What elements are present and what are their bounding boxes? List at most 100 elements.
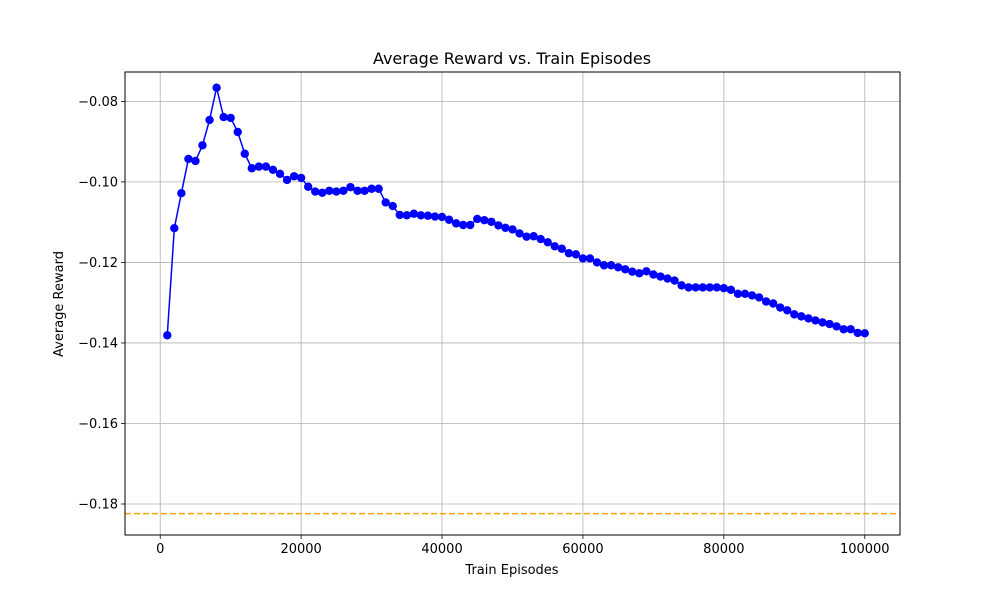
data-point <box>790 310 799 319</box>
data-point <box>649 270 658 279</box>
data-point <box>254 162 264 171</box>
data-point <box>529 232 538 241</box>
data-point <box>585 254 595 263</box>
data-point <box>564 248 574 258</box>
data-point <box>487 217 496 226</box>
data-point <box>705 283 714 292</box>
x-axis-label: Train Episodes <box>464 563 558 578</box>
data-point <box>311 187 320 196</box>
x-tick-label: 0 <box>156 542 164 557</box>
y-tick-label: −0.10 <box>78 175 118 190</box>
data-point <box>832 322 841 331</box>
x-tick-label: 100000 <box>840 542 890 557</box>
data-point <box>557 244 567 253</box>
data-point <box>339 186 348 195</box>
data-point <box>712 283 722 292</box>
data-point <box>423 211 433 220</box>
x-tick-label: 40000 <box>421 542 462 557</box>
data-point <box>289 172 299 181</box>
data-point <box>458 220 468 230</box>
data-point <box>416 211 426 220</box>
data-point <box>184 154 193 164</box>
y-tick-label: −0.14 <box>78 336 118 351</box>
data-point <box>515 229 524 238</box>
data-point <box>606 261 616 270</box>
data-point <box>783 306 792 315</box>
data-point <box>663 274 672 283</box>
data-point <box>395 210 404 220</box>
y-tick-label: −0.08 <box>78 95 118 110</box>
data-point <box>430 212 440 221</box>
data-point <box>684 283 693 292</box>
data-point <box>825 319 834 329</box>
data-point <box>860 329 869 338</box>
data-point <box>177 188 186 198</box>
data-point <box>536 234 545 244</box>
data-point <box>628 267 637 276</box>
data-point <box>198 141 207 150</box>
data-point <box>332 187 341 196</box>
data-point <box>613 263 623 272</box>
data-point <box>846 325 855 334</box>
data-point <box>733 289 743 299</box>
data-point <box>797 312 806 321</box>
data-point <box>360 186 369 195</box>
data-point <box>325 186 334 195</box>
y-tick-label: −0.12 <box>78 256 118 271</box>
data-point <box>226 113 235 123</box>
data-point <box>839 325 848 334</box>
data-point <box>268 165 278 175</box>
data-point <box>296 173 306 183</box>
data-point <box>543 238 552 247</box>
data-point <box>219 112 228 122</box>
data-point <box>578 254 588 263</box>
data-point <box>621 265 630 274</box>
data-point <box>191 156 200 166</box>
data-point <box>353 186 362 195</box>
data-point <box>437 212 447 222</box>
data-point <box>599 261 609 270</box>
data-point <box>642 267 651 276</box>
data-point <box>409 209 419 218</box>
data-point <box>747 291 757 300</box>
x-tick-label: 60000 <box>562 542 603 557</box>
data-point <box>282 175 292 185</box>
data-point <box>170 224 179 233</box>
data-point <box>261 162 271 171</box>
y-tick-label: −0.18 <box>78 497 118 512</box>
data-point <box>818 318 827 327</box>
data-point <box>691 283 700 292</box>
data-point <box>522 232 531 241</box>
data-point <box>550 242 559 251</box>
data-point <box>768 299 778 308</box>
data-point <box>444 215 454 224</box>
data-point <box>677 281 686 290</box>
data-point <box>761 297 771 306</box>
data-point <box>480 215 489 225</box>
data-point <box>212 83 221 92</box>
data-point <box>804 314 813 323</box>
grid-layer <box>125 72 900 535</box>
data-point <box>451 219 461 228</box>
y-axis-label: Average Reward <box>52 251 67 357</box>
data-point <box>466 220 475 230</box>
data-point <box>501 223 510 233</box>
chart-title: Average Reward vs. Train Episodes <box>373 49 651 68</box>
data-point <box>205 115 214 125</box>
data-point <box>656 272 665 281</box>
plot-frame <box>124 71 901 536</box>
x-axis-ticks: 0 20000 40000 60000 80000 100000 <box>156 535 890 557</box>
data-point <box>592 258 602 267</box>
data-point <box>163 331 172 340</box>
data-point <box>374 184 383 193</box>
data-point <box>754 293 764 302</box>
x-tick-label: 20000 <box>280 542 321 557</box>
data-point <box>635 269 644 278</box>
data-point <box>303 182 313 191</box>
data-point <box>776 303 785 312</box>
data-point <box>571 250 581 259</box>
data-point <box>247 164 257 173</box>
data-point <box>402 211 412 220</box>
